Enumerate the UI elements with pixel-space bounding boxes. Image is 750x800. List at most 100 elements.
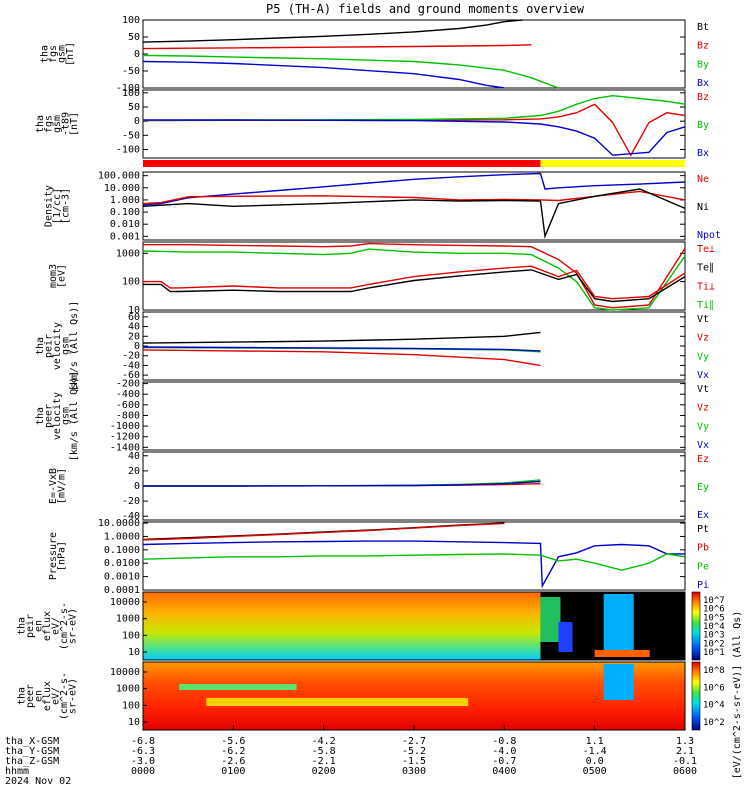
- panel-frame: [142, 89, 686, 159]
- y-axis-label: peer: [44, 404, 55, 428]
- x-tick-label: -5.2: [402, 746, 426, 757]
- legend-Vx: Vx: [697, 370, 709, 381]
- x-tick-label: -5.6: [221, 736, 245, 747]
- x-tick-label: 0200: [312, 766, 336, 777]
- x-tick-label: -2.6: [221, 756, 245, 767]
- series-Ti∥: [142, 248, 686, 311]
- y-axis-label: peir: [44, 334, 55, 358]
- panel-frame: [142, 311, 686, 381]
- y-axis-label: velocity: [52, 322, 63, 370]
- series-Ex: [143, 480, 541, 487]
- y-axis-label: velocity: [52, 392, 63, 440]
- y-axis-label: E=-VxB: [48, 468, 59, 504]
- y-axis-label: tha: [39, 45, 50, 63]
- spectrogram-patch: [540, 597, 561, 642]
- series-Te∥: [143, 269, 686, 303]
- x-tick-label: -2.7: [402, 736, 426, 747]
- spectrogram-patch: [594, 650, 650, 657]
- series-Bt: [142, 19, 523, 43]
- x-tick-label: -1.4: [583, 746, 607, 757]
- colorbar-tick-label: 10^6: [703, 605, 725, 615]
- colorbar-tick-label: 10^2: [703, 718, 725, 728]
- spectrogram-patch: [206, 698, 469, 706]
- colorbar-tick-label: 10^2: [703, 639, 725, 649]
- y-tick-label: 0.100: [110, 207, 140, 218]
- x-tick-label: 0500: [583, 766, 607, 777]
- y-axis-label: tha: [35, 407, 46, 425]
- legend-Ex: Ex: [697, 510, 709, 521]
- y-axis-label: gsm: [61, 407, 72, 425]
- colorbar-label: [eV/(cm^2-s-sr-eV)] (All Qs): [732, 611, 743, 780]
- y-tick-label: 10: [128, 305, 140, 316]
- legend-Npot: Npot: [697, 230, 721, 241]
- x-row-label: hhmm: [5, 766, 29, 777]
- y-axis-label: tha: [35, 115, 46, 133]
- y-axis-label: (cm^2-s-: [59, 672, 70, 720]
- series-Ni: [142, 188, 686, 240]
- y-axis-label: (cm^2-s-: [59, 602, 70, 650]
- legend-Pe: Pe: [697, 561, 709, 572]
- y-axis-label: fgs: [44, 115, 55, 133]
- spectrogram-patch: [603, 594, 634, 650]
- y-axis-label: eV/: [51, 617, 62, 635]
- x-row-label: tha_Y-GSM: [5, 746, 59, 757]
- panel-frame: [142, 241, 686, 311]
- y-tick-label: 1000: [116, 248, 140, 259]
- legend-Vz: Vz: [697, 403, 709, 414]
- y-axis-label: peer: [25, 684, 36, 708]
- y-tick-label: -40: [122, 511, 140, 522]
- x-tick-label: 0600: [673, 766, 697, 777]
- legend-Ez: Ez: [697, 454, 709, 465]
- x-tick-label: -0.8: [492, 736, 516, 747]
- y-tick-label: 20: [128, 331, 140, 342]
- panel-frame: [142, 381, 686, 451]
- y-axis-label: gsm: [56, 45, 67, 63]
- legend-Bt: Bt: [697, 22, 709, 33]
- series-Ne: [142, 190, 686, 205]
- y-tick-label: 100: [122, 88, 140, 99]
- y-axis-label: en: [34, 620, 45, 632]
- legend-By: By: [697, 120, 709, 131]
- legend-Ey: Ey: [697, 482, 709, 493]
- panel-peir_en_eflux: 10000 1000 100 10 10^710^610^510^410^310^210…: [17, 591, 725, 661]
- x-tick-label: 0000: [131, 766, 155, 777]
- y-axis-label: Pressure: [48, 532, 59, 580]
- legend-Vt: Vt: [697, 384, 709, 395]
- legend-Vz: Vz: [697, 333, 709, 344]
- y-tick-label: 0.0001: [104, 585, 140, 596]
- x-row-label: tha_Z-GSM: [5, 756, 59, 767]
- series-By: [142, 94, 686, 121]
- legend-Vt: Vt: [697, 314, 709, 325]
- series-Pe: [142, 553, 686, 571]
- y-axis-label: tha: [17, 617, 28, 635]
- colorbar-tick-label: 10^4: [703, 622, 725, 632]
- y-axis-label: [1/cc]: [52, 188, 63, 224]
- y-axis-label: fgs: [48, 45, 59, 63]
- panel-peer_en_eflux: 10000 1000 100 10 10^8 10^6 10^4 10^2 thapeerene…: [17, 661, 725, 731]
- panel-pressure: 10.0000 1.0000 0.1000 0.0100 0.0010 0.0001 Pt P…: [48, 518, 709, 596]
- x-tick-label: -6.2: [221, 746, 245, 757]
- y-axis-label: en: [34, 690, 45, 702]
- y-tick-label: -1400: [110, 442, 140, 453]
- series-Vz: [142, 349, 541, 367]
- y-tick-label: 60: [128, 312, 140, 323]
- y-tick-label: 10000: [110, 597, 140, 608]
- series-Bx: [142, 60, 505, 89]
- mode-bar-segment: [540, 160, 685, 167]
- colorbar-peer_en_eflux: [691, 661, 701, 731]
- y-axis-label: -t89: [61, 112, 72, 136]
- y-axis-label: eflux: [42, 611, 53, 641]
- y-tick-label: -40: [122, 360, 140, 371]
- panel-e_vxb: 40 20 0 -20 -40 Ez Ey Ex E=-VxB[mV/m]: [48, 451, 709, 522]
- y-tick-label: -50: [122, 130, 140, 141]
- y-axis-label: eV/: [51, 687, 62, 705]
- y-axis-label: sr-eV): [68, 608, 79, 644]
- colorbar-tick-label: 10^4: [703, 701, 725, 711]
- x-tick-label: -4.0: [492, 746, 516, 757]
- y-axis-label: peir: [25, 614, 36, 638]
- x-tick-label: -6.3: [131, 746, 155, 757]
